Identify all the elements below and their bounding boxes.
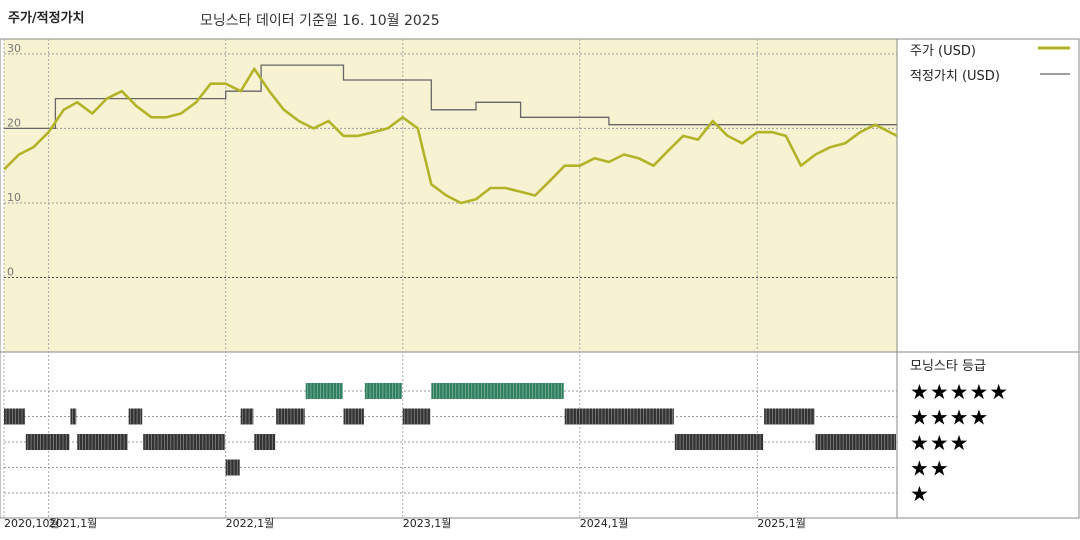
rating-bar-5-star: [305, 383, 343, 399]
x-tick-label: 2024,1월: [580, 517, 629, 530]
x-tick-label: 2021,1월: [49, 517, 98, 530]
x-tick-label: 2022,1월: [226, 517, 275, 530]
price-line: [3, 67, 898, 205]
rating-bar-4-star: [128, 408, 143, 425]
rating-bar-3-star: [674, 434, 764, 450]
x-tick-label: 2020,10월: [4, 517, 60, 530]
rating-bar-4-star: [343, 408, 364, 425]
legend-fair-label: 적정가치 (USD): [910, 69, 1000, 84]
y-tick-label: 30: [7, 42, 21, 55]
data-date-subtitle: 모닝스타 데이터 기준일 16. 10월 2025: [200, 13, 440, 29]
rating-star-level: ★★★★: [910, 406, 989, 430]
chart-frame: [0, 38, 1080, 519]
x-tick-label: 2023,1월: [403, 517, 452, 530]
legend-price-label: 주가 (USD): [910, 44, 976, 59]
rating-star-level: ★★★: [910, 431, 969, 455]
rating-star-level: ★: [910, 482, 930, 506]
rating-bar-3-star: [254, 434, 276, 450]
rating-bar-2-star: [225, 459, 240, 476]
rating-bar-4-star: [276, 408, 305, 425]
rating-bar-3-star: [25, 434, 70, 450]
y-tick-label: 0: [7, 265, 14, 278]
y-tick-label: 10: [7, 191, 21, 204]
rating-star-level: ★★: [910, 457, 950, 481]
rating-bar-3-star: [143, 434, 225, 450]
rating-bar-4-star: [4, 408, 25, 425]
rating-bar-4-star: [764, 408, 815, 425]
rating-legend-title: 모닝스타 등급: [910, 359, 986, 374]
x-tick-label: 2025,1월: [757, 517, 806, 530]
rating-bar-4-star: [402, 408, 431, 425]
chart-title: 주가/적정가치: [8, 11, 85, 26]
rating-bar-4-star: [564, 408, 674, 425]
fair-value-line: [4, 64, 897, 130]
rating-bar-5-star: [431, 383, 564, 399]
rating-star-level: ★★★★★: [910, 380, 1009, 404]
rating-bar-5-star: [364, 383, 402, 399]
rating-bar-3-star: [815, 434, 896, 450]
rating-bar-4-star: [70, 408, 77, 425]
price-panel-background: [4, 39, 897, 352]
y-tick-label: 20: [7, 116, 21, 129]
rating-bar-4-star: [240, 408, 254, 425]
rating-bar-3-star: [77, 434, 128, 450]
